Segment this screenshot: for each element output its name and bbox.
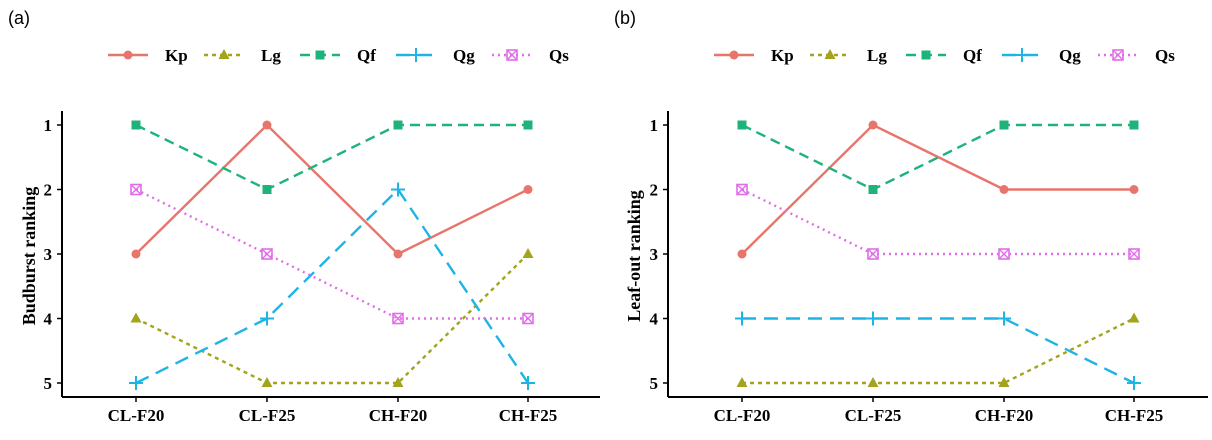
x-tick-label: CL-F20	[714, 406, 771, 425]
legend-label-qs: Qs	[1155, 46, 1175, 65]
data-point-kp	[393, 249, 403, 259]
panel-a-legend: Kp Lg Qf Qg Qs	[108, 46, 569, 65]
data-point-qf	[393, 120, 403, 130]
data-point-lg	[130, 312, 142, 323]
panel-a-label: (a)	[8, 8, 30, 28]
series-line-qf	[135, 123, 528, 191]
data-point-qf	[523, 120, 533, 130]
data-point-kp	[999, 185, 1009, 194]
panel-b-legend: Kp Lg Qf Qg Qs	[714, 46, 1175, 65]
legend-marker-lg	[824, 49, 836, 59]
y-tick-label: 3	[44, 245, 53, 264]
data-point-qs	[1128, 248, 1140, 260]
series-line-qf	[741, 123, 1134, 191]
legend-marker-qg	[409, 48, 423, 62]
data-point-qf	[999, 120, 1009, 130]
data-point-qg	[866, 311, 880, 326]
legend-label-qg: Qg	[1059, 46, 1081, 65]
series-line-qg	[742, 317, 1135, 385]
y-tick-label: 2	[650, 181, 659, 200]
y-tick-label: 3	[650, 245, 659, 264]
legend-label-lg: Lg	[867, 46, 887, 65]
data-point-qg	[735, 311, 749, 326]
series-line-lg	[742, 317, 1135, 385]
data-point-qg	[1127, 376, 1141, 390]
data-point-lg	[736, 377, 748, 387]
data-point-lg	[261, 377, 273, 387]
series-line-qs	[135, 188, 528, 320]
legend-marker-kp	[123, 50, 133, 60]
panel-a-plot: 1 2 3 4 5 CL-F20 CL-F25 CH-F20 CH-F25	[44, 111, 600, 425]
data-point-qs	[261, 248, 273, 260]
data-point-kp	[131, 249, 141, 259]
data-point-lg	[392, 377, 404, 387]
series-line-qs	[741, 188, 1134, 256]
x-tick-label: CH-F20	[975, 406, 1034, 425]
data-point-qs	[392, 312, 404, 325]
data-point-qs	[522, 312, 534, 325]
data-point-qs	[130, 183, 142, 196]
x-tick-label: CH-F25	[499, 406, 558, 425]
data-point-qs	[998, 248, 1010, 260]
x-tick-label: CL-F20	[108, 406, 165, 425]
panel-b-label: (b)	[614, 8, 636, 28]
data-point-kp	[1129, 185, 1139, 194]
legend-marker-qs	[1112, 49, 1124, 61]
panel-b: (b) Kp Lg Qf Qg Qs 1 2 3 4 5 CL-F20 CL-F25 CH-F20 CH…	[614, 8, 1208, 425]
data-point-qf	[262, 185, 272, 194]
data-point-kp	[262, 120, 272, 130]
panel-a-y-axis-title: Budburst ranking	[19, 187, 39, 326]
y-tick-label: 4	[44, 310, 53, 329]
x-tick-label: CH-F20	[369, 406, 428, 425]
data-point-qg	[260, 311, 274, 326]
data-point-qf	[131, 120, 141, 130]
series-line-lg	[135, 253, 529, 385]
data-point-qs	[867, 248, 879, 260]
legend-label-qg: Qg	[453, 46, 475, 65]
legend-marker-kp	[729, 50, 739, 60]
data-point-lg	[998, 377, 1010, 387]
data-point-qf	[868, 185, 878, 194]
panel-b-plot: 1 2 3 4 5 CL-F20 CL-F25 CH-F20 CH-F25	[650, 111, 1208, 425]
legend-label-qf: Qf	[963, 46, 982, 65]
legend-marker-lg	[218, 49, 230, 59]
data-point-qf	[1129, 120, 1139, 130]
data-point-qg	[521, 376, 535, 390]
x-tick-label: CL-F25	[845, 406, 902, 425]
series-line-kp	[135, 123, 529, 256]
data-point-kp	[868, 120, 878, 130]
x-tick-label: CL-F25	[239, 406, 296, 425]
legend-label-qf: Qf	[357, 46, 376, 65]
legend-marker-qg	[1015, 48, 1029, 62]
legend-label-lg: Lg	[261, 46, 281, 65]
legend-marker-qs	[506, 49, 518, 61]
data-point-lg	[867, 377, 879, 387]
y-tick-label: 2	[44, 181, 53, 200]
x-tick-label: CH-F25	[1105, 406, 1164, 425]
series-line-kp	[741, 123, 1134, 255]
legend-marker-qf	[921, 50, 931, 60]
data-point-qs	[736, 183, 748, 196]
panel-b-y-axis-title: Leaf-out ranking	[624, 190, 644, 322]
data-point-qg	[997, 311, 1011, 326]
data-point-lg	[1128, 312, 1140, 323]
legend-marker-qf	[315, 50, 325, 60]
data-point-qg	[129, 376, 143, 390]
legend-label-kp: Kp	[771, 46, 794, 65]
y-tick-label: 1	[44, 116, 53, 135]
series-line-qg	[135, 188, 529, 385]
data-point-kp	[737, 249, 747, 259]
panel-a: (a) Kp Lg Qf Qg Qs 1 2 3 4 5 CL-F20 CL-F25 CH-F20 CH…	[8, 8, 600, 425]
legend-label-kp: Kp	[165, 46, 188, 65]
y-tick-label: 5	[650, 374, 659, 393]
legend-label-qs: Qs	[549, 46, 569, 65]
data-point-qg	[391, 182, 405, 197]
data-point-kp	[523, 185, 533, 194]
data-point-lg	[522, 248, 534, 258]
y-tick-label: 4	[650, 310, 659, 329]
data-point-qf	[737, 120, 747, 130]
y-tick-label: 1	[650, 116, 659, 135]
y-tick-label: 5	[44, 374, 53, 393]
